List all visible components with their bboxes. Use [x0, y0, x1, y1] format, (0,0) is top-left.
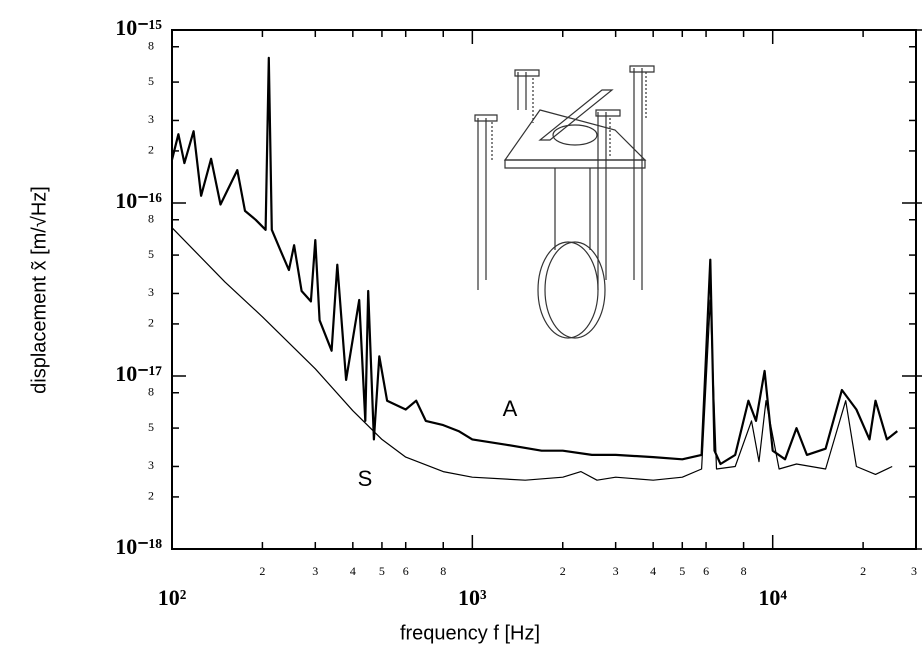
- x-tick-label: 6: [703, 564, 709, 578]
- x-tick-label: 10⁴: [758, 585, 787, 610]
- posts: [477, 68, 643, 290]
- x-tick-label: 3: [312, 564, 318, 578]
- post-caps: [474, 65, 655, 122]
- x-tick-label: 2: [259, 564, 265, 578]
- y-tick-label: 5: [148, 420, 154, 434]
- x-tick-label: 6: [403, 564, 409, 578]
- y-tick-label: 10⁻¹⁷: [115, 361, 162, 386]
- y-tick-label: 5: [148, 74, 154, 88]
- x-tick-label: 3: [613, 564, 619, 578]
- y-tick-label: 8: [148, 39, 154, 53]
- wires: [554, 168, 591, 250]
- test-mass-back: [544, 241, 606, 339]
- platform-edge: [504, 159, 646, 169]
- bar: [538, 89, 614, 141]
- y-tick-label: 2: [148, 489, 154, 503]
- x-tick-label: 2: [860, 564, 866, 578]
- data-line: [171, 227, 893, 481]
- mirror-mount: [552, 124, 598, 146]
- y-tick-label: 8: [148, 385, 154, 399]
- y-tick-label: 2: [148, 143, 154, 157]
- x-tick-label: 2: [560, 564, 566, 578]
- x-tick-label: 10³: [458, 585, 487, 610]
- test-mass: [537, 241, 599, 339]
- y-tick-label: 10⁻¹⁶: [115, 188, 162, 213]
- data-line: [170, 56, 898, 466]
- x-tick-label: 5: [379, 564, 385, 578]
- y-tick-label: 3: [148, 285, 154, 299]
- x-axis-label: frequency f [Hz]: [400, 622, 540, 644]
- y-tick-label: 5: [148, 247, 154, 261]
- y-tick-label: 3: [148, 458, 154, 472]
- y-tick-label: 3: [148, 112, 154, 126]
- y-axis-label: displacement x̃ [m/√Hz]: [28, 186, 50, 394]
- plot-frame: [171, 29, 917, 550]
- y-tick-label: 8: [148, 212, 154, 226]
- x-tick-label: 5: [679, 564, 685, 578]
- x-tick-label: 10²: [158, 585, 187, 610]
- annotation: S: [358, 466, 373, 491]
- x-tick-label: 4: [350, 564, 356, 578]
- x-tick-label: 4: [650, 564, 656, 578]
- x-tick-label: 8: [440, 564, 446, 578]
- y-tick-label: 10⁻¹⁵: [115, 15, 162, 40]
- y-tick-label: 2: [148, 316, 154, 330]
- annotation: A: [503, 396, 518, 421]
- springs: [491, 72, 647, 162]
- x-tick-label: 3: [911, 564, 917, 578]
- apparatus-diagram: [474, 65, 655, 339]
- x-tick-label: 8: [741, 564, 747, 578]
- y-tick-label: 10⁻¹⁸: [115, 534, 162, 559]
- platform: [503, 109, 647, 161]
